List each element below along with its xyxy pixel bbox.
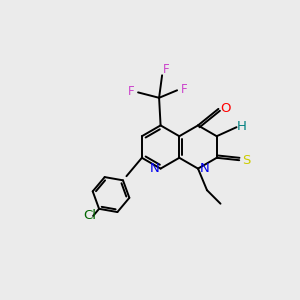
Text: S: S (242, 154, 251, 167)
Text: F: F (180, 83, 187, 96)
Text: O: O (221, 102, 231, 115)
Text: N: N (200, 161, 209, 175)
Text: F: F (128, 85, 135, 98)
Text: F: F (162, 63, 169, 76)
Text: Cl: Cl (84, 209, 97, 222)
Text: N: N (150, 161, 160, 175)
Text: H: H (236, 120, 246, 133)
